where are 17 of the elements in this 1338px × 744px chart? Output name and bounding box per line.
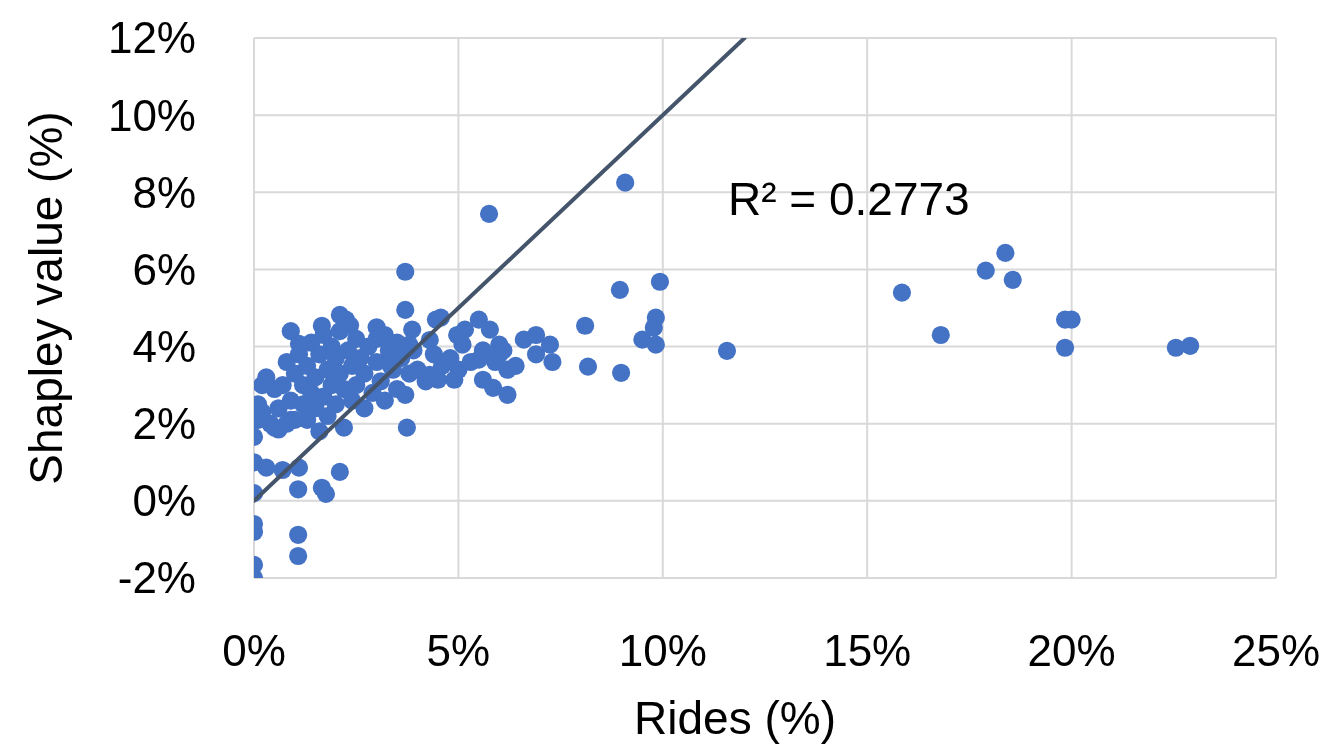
x-tick-label: 20% bbox=[1027, 626, 1116, 675]
x-tick-label: 0% bbox=[222, 626, 286, 675]
y-tick-label: 2% bbox=[132, 399, 196, 449]
y-tick-label: 8% bbox=[132, 167, 196, 217]
x-tick-label: 15% bbox=[823, 626, 912, 675]
annotation: R² = 0.2773 bbox=[728, 173, 970, 225]
y-tick-label: 4% bbox=[132, 321, 196, 371]
x-tick-label: 25% bbox=[1231, 626, 1321, 675]
y-tick-label: 12% bbox=[107, 13, 196, 63]
y-tick-label: 6% bbox=[132, 244, 196, 294]
y-axis-title: Shapley value (%) bbox=[20, 111, 72, 485]
y-tick-label: 0% bbox=[132, 476, 196, 526]
y-tick-label: -2% bbox=[117, 553, 196, 603]
x-tick-label: 5% bbox=[426, 626, 491, 675]
y-tick-label: 10% bbox=[107, 90, 196, 140]
x-tick-label: 10% bbox=[618, 626, 707, 675]
x-axis-title: Rides (%) bbox=[634, 692, 836, 744]
